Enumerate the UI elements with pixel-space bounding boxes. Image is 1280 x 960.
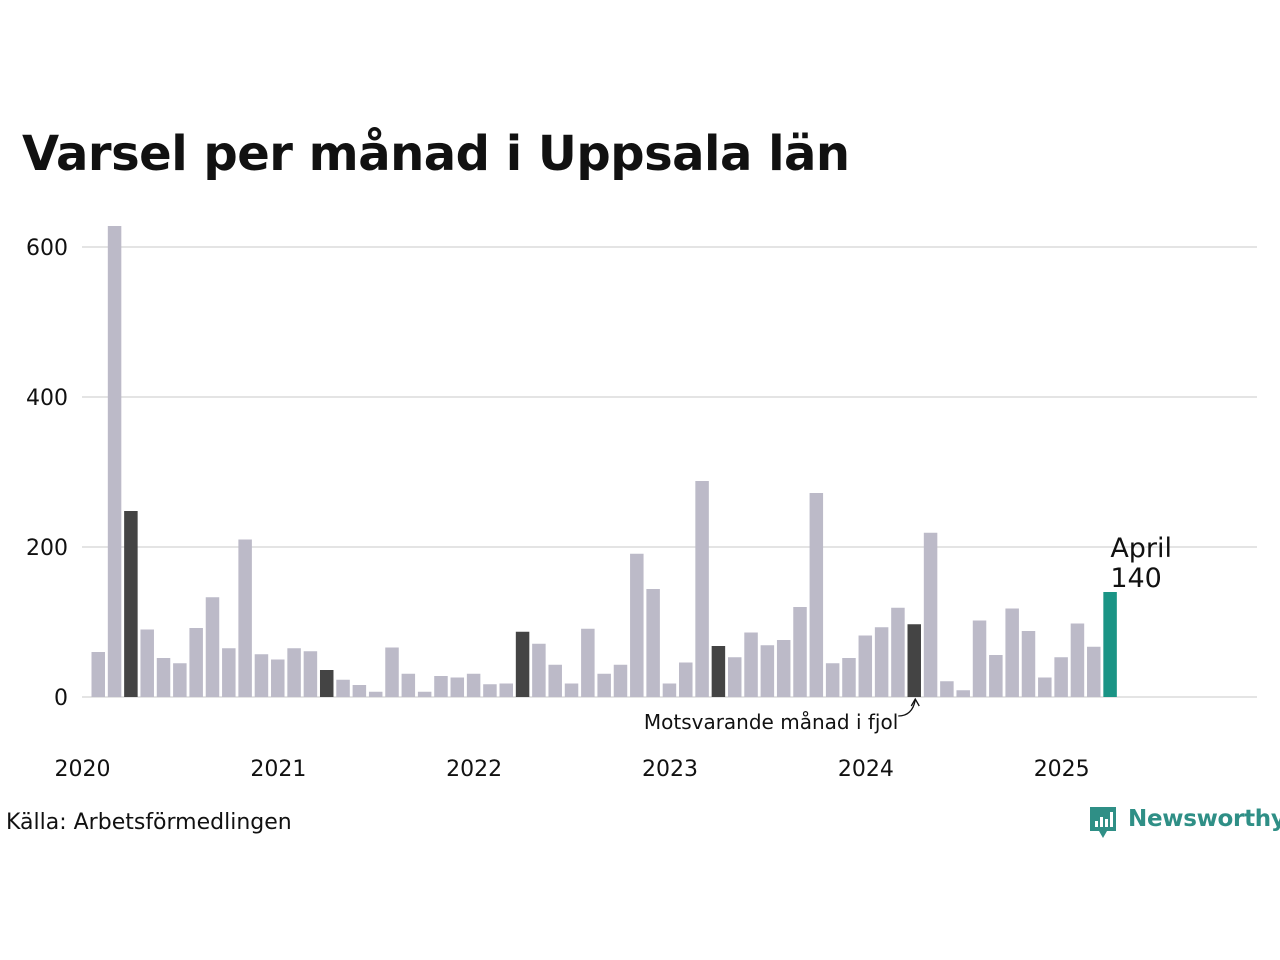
bar xyxy=(336,679,350,697)
same-month-annotation: Motsvarande månad i fjol xyxy=(644,710,898,734)
bar xyxy=(1021,631,1036,697)
bar xyxy=(581,628,595,697)
bar xyxy=(874,627,889,697)
bar-current xyxy=(1103,592,1117,697)
bar xyxy=(711,646,726,697)
current-month-label: April xyxy=(1110,533,1172,564)
bar xyxy=(368,691,383,697)
bar xyxy=(613,664,628,697)
bar xyxy=(891,607,905,697)
bar xyxy=(483,684,497,697)
bar xyxy=(695,481,709,697)
bar xyxy=(189,628,203,697)
bar xyxy=(679,662,693,697)
annotation-arrow xyxy=(898,699,916,717)
bar xyxy=(499,683,513,697)
bar xyxy=(793,607,807,697)
bar xyxy=(1005,608,1019,697)
x-tick-label: 2023 xyxy=(642,757,698,782)
bar xyxy=(972,620,987,697)
bar xyxy=(287,648,301,697)
bar xyxy=(303,651,318,697)
bar xyxy=(352,685,367,697)
bar xyxy=(124,511,138,697)
bar xyxy=(434,676,448,697)
y-tick-label: 600 xyxy=(26,236,68,261)
bar xyxy=(548,664,562,697)
bar xyxy=(156,658,171,697)
bar xyxy=(140,629,154,697)
bar xyxy=(646,589,660,697)
bar xyxy=(940,681,954,697)
bar xyxy=(1054,657,1068,697)
bar-chart: 0 200 400 600 2020 2021 2022 2023 2024 2025 Apri… xyxy=(26,226,1257,782)
bar xyxy=(744,632,758,697)
bar xyxy=(222,648,236,697)
bar xyxy=(842,658,856,697)
bar xyxy=(238,539,252,697)
bar xyxy=(91,652,105,697)
bar xyxy=(760,645,775,697)
bar xyxy=(1087,646,1101,697)
bar xyxy=(205,597,220,697)
source-note: Källa: Arbetsförmedlingen xyxy=(6,810,292,835)
bar xyxy=(515,631,530,697)
bar xyxy=(107,226,122,697)
y-tick-label: 400 xyxy=(26,386,68,411)
x-tick-label: 2025 xyxy=(1034,757,1090,782)
bar xyxy=(401,673,416,697)
bar xyxy=(1038,677,1052,697)
bar xyxy=(776,640,791,697)
x-tick-label: 2021 xyxy=(250,757,306,782)
bar xyxy=(532,643,546,697)
x-tick-label: 2024 xyxy=(838,757,894,782)
x-axis-ticks: 2020 2021 2022 2023 2024 2025 xyxy=(55,757,1090,782)
x-tick-label: 2020 xyxy=(55,757,111,782)
bar xyxy=(1070,623,1085,697)
bar xyxy=(989,655,1003,697)
bar xyxy=(597,673,611,697)
bar xyxy=(466,673,481,697)
bar xyxy=(923,532,938,697)
bar xyxy=(825,663,840,697)
brand-logo: Newsworthy xyxy=(1088,803,1280,843)
y-axis-ticks: 0 200 400 600 xyxy=(26,236,68,711)
brand-name: Newsworthy xyxy=(1128,806,1280,832)
x-tick-label: 2022 xyxy=(446,757,502,782)
bar xyxy=(271,659,285,697)
bar xyxy=(630,553,644,697)
bar xyxy=(254,654,269,697)
bar xyxy=(173,663,187,697)
chart-title: Varsel per månad i Uppsala län xyxy=(22,126,850,182)
bar xyxy=(727,657,742,697)
y-tick-label: 200 xyxy=(26,536,68,561)
bar xyxy=(809,493,824,697)
bar xyxy=(662,683,677,697)
newsworthy-logo-icon xyxy=(1090,807,1116,838)
bar xyxy=(564,683,579,697)
y-tick-label: 0 xyxy=(54,686,68,711)
bar xyxy=(385,647,399,697)
bar xyxy=(907,624,921,697)
bar xyxy=(319,670,334,697)
annotation-arrowhead xyxy=(910,697,920,707)
bar xyxy=(858,635,873,697)
bar xyxy=(956,690,970,697)
bars xyxy=(91,226,1117,697)
current-value-label: 140 xyxy=(1110,563,1162,594)
bar xyxy=(417,691,432,697)
bar xyxy=(450,677,465,697)
